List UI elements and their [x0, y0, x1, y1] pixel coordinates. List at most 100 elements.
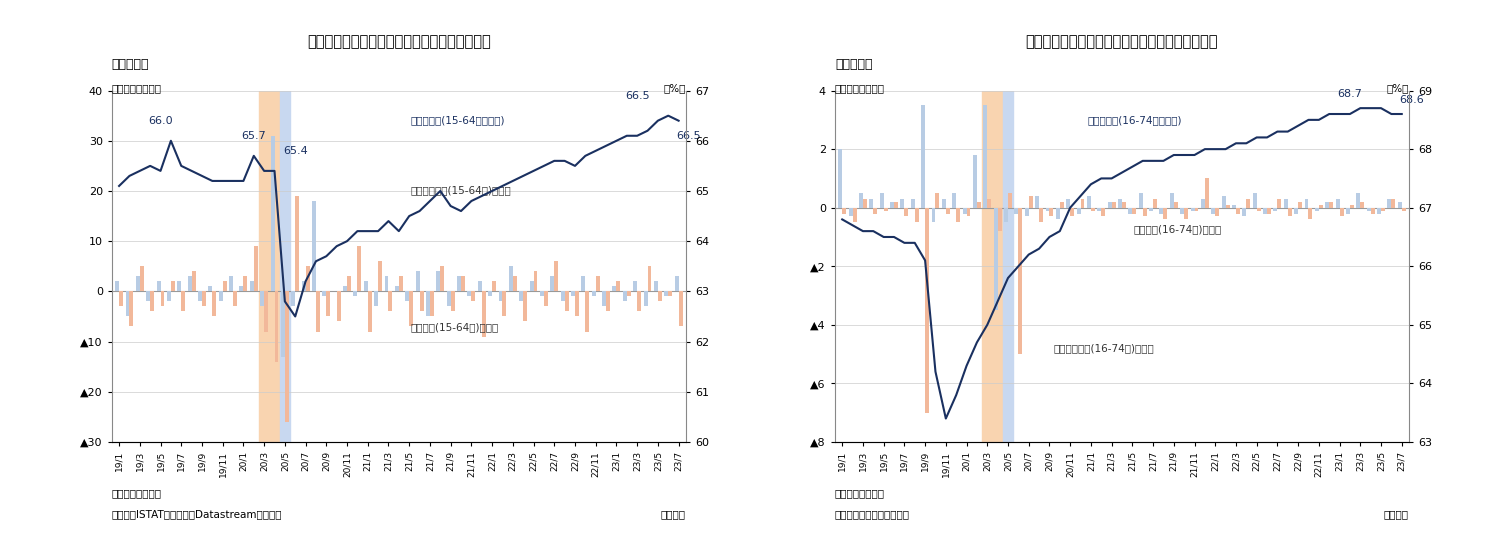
Text: 66.5: 66.5	[625, 91, 650, 100]
Bar	[337, 292, 340, 322]
Bar	[529, 281, 534, 292]
Bar	[358, 246, 361, 292]
Bar	[1160, 208, 1163, 214]
Bar	[270, 91, 280, 442]
Bar	[1150, 208, 1153, 211]
Bar	[125, 292, 130, 316]
Bar	[842, 208, 847, 214]
Bar	[901, 199, 905, 208]
Bar	[890, 202, 895, 208]
Bar	[1081, 199, 1084, 208]
Bar	[592, 292, 596, 296]
Bar	[1381, 208, 1385, 211]
Bar	[678, 292, 683, 327]
Bar	[274, 292, 279, 362]
Bar	[540, 292, 544, 296]
Bar	[1050, 208, 1053, 216]
Bar	[285, 292, 289, 422]
Text: （月次）: （月次）	[661, 509, 686, 519]
Bar	[253, 246, 258, 292]
Text: 68.7: 68.7	[1337, 89, 1363, 99]
Bar	[1402, 208, 1406, 211]
Bar	[1349, 205, 1354, 208]
Bar	[212, 292, 216, 316]
Bar	[932, 208, 935, 222]
Bar	[437, 271, 440, 292]
Bar	[997, 208, 1002, 231]
Text: 65.4: 65.4	[283, 146, 307, 156]
Bar	[151, 292, 154, 311]
Text: 労働参加率(16-74才、右軸): 労働参加率(16-74才、右軸)	[1087, 115, 1182, 125]
Bar	[482, 292, 486, 337]
Bar	[1205, 178, 1209, 208]
Bar	[502, 292, 507, 316]
Bar	[1024, 208, 1029, 216]
Bar	[874, 208, 877, 214]
Bar	[1029, 196, 1033, 208]
Bar	[513, 276, 517, 292]
Text: 非労働者人口(15-64才)の変化: 非労働者人口(15-64才)の変化	[410, 186, 511, 195]
Bar	[1388, 199, 1391, 208]
Bar	[1008, 193, 1012, 208]
Bar	[259, 91, 270, 442]
Bar	[264, 292, 268, 332]
Text: （月次）: （月次）	[1384, 509, 1409, 519]
Bar	[911, 199, 915, 208]
Bar	[1129, 208, 1132, 214]
Bar	[953, 193, 956, 208]
Bar	[1391, 199, 1396, 208]
Bar	[440, 266, 444, 292]
Bar	[157, 281, 161, 292]
Text: 失業者数(15-64才)の変化: 失業者数(15-64才)の変化	[410, 322, 498, 333]
Bar	[1294, 208, 1299, 214]
Bar	[945, 208, 950, 214]
Bar	[1328, 202, 1333, 208]
Bar	[406, 292, 409, 301]
Bar	[984, 105, 987, 208]
Bar	[188, 276, 192, 292]
Text: （図表７）: （図表７）	[112, 58, 149, 71]
Bar	[1288, 208, 1291, 216]
Bar	[647, 266, 652, 292]
Bar	[1221, 196, 1226, 208]
Bar	[983, 91, 993, 442]
Bar	[1336, 199, 1339, 208]
Bar	[1397, 202, 1402, 208]
Bar	[848, 208, 853, 216]
Bar	[1278, 199, 1281, 208]
Bar	[295, 196, 300, 292]
Bar	[626, 292, 631, 296]
Bar	[130, 292, 133, 327]
Bar	[838, 149, 842, 208]
Bar	[1236, 208, 1241, 214]
Bar	[458, 276, 461, 292]
Bar	[1163, 208, 1167, 220]
Bar	[623, 292, 626, 301]
Bar	[343, 287, 347, 292]
Bar	[921, 105, 924, 208]
Bar	[523, 292, 528, 322]
Bar	[419, 292, 423, 311]
Bar	[364, 281, 368, 292]
Bar	[613, 287, 616, 292]
Bar	[1325, 202, 1328, 208]
Bar	[498, 292, 502, 301]
Bar	[1142, 208, 1147, 216]
Bar	[201, 292, 206, 306]
Bar	[488, 292, 492, 296]
Bar	[571, 292, 576, 296]
Text: 65.7: 65.7	[242, 131, 267, 141]
Bar	[1014, 208, 1018, 214]
Bar	[1060, 202, 1063, 208]
Bar	[115, 281, 119, 292]
Bar	[956, 208, 960, 222]
Bar	[1242, 208, 1246, 216]
Bar	[1191, 208, 1194, 211]
Bar	[1315, 208, 1320, 211]
Bar	[270, 136, 274, 292]
Text: 非労働者人口(16-74才)の変化: 非労働者人口(16-74才)の変化	[1053, 344, 1154, 354]
Bar	[880, 193, 884, 208]
Bar	[1056, 208, 1060, 220]
Bar	[544, 292, 547, 306]
Bar	[942, 199, 945, 208]
